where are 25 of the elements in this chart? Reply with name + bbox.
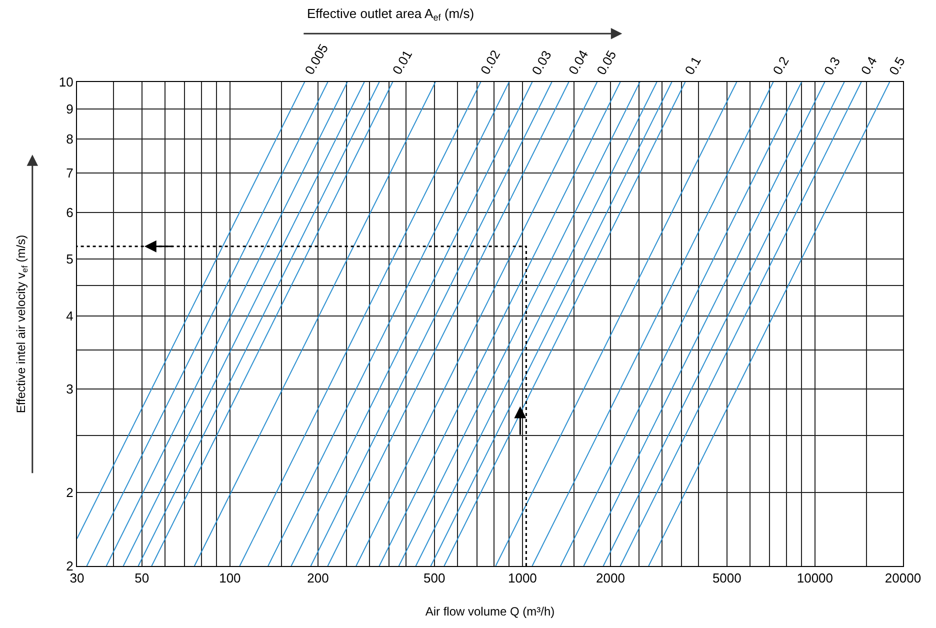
text: 0.3	[821, 54, 844, 78]
text: 0.2	[770, 54, 792, 78]
x-tick-label: 10000	[796, 570, 834, 586]
text: 0.4	[858, 54, 880, 78]
y-tick-label: 6	[66, 204, 74, 220]
y-tick-label: 4	[66, 308, 74, 324]
x-tick-label: 500	[424, 570, 446, 586]
y-tick-label: 8	[66, 131, 74, 146]
y-tick-label: 7	[66, 166, 74, 181]
x-tick-label: 2000	[596, 570, 625, 586]
x-tick-label: 20000	[884, 570, 922, 586]
x-tick-label: 1000	[508, 570, 537, 586]
x-tick-label: 200	[307, 570, 329, 586]
x-tick-label: 100	[219, 570, 241, 586]
x-axis-title: Air flow volume Q (m³/h)	[425, 604, 555, 618]
text: 0.1	[682, 54, 704, 78]
text: 0.5	[886, 54, 908, 78]
x-tick-label: 5000	[712, 570, 742, 586]
x-tick-label: 50	[134, 570, 150, 586]
y-tick-label: 2	[66, 485, 74, 500]
chart-title: Effective outlet area A$_{ef}$ (m/s)	[307, 6, 474, 23]
y-tick-label: 3	[66, 382, 74, 397]
y-tick-label: 5	[66, 251, 74, 266]
y-tick-label: 10	[58, 74, 74, 90]
y-tick-label: 9	[66, 101, 74, 116]
